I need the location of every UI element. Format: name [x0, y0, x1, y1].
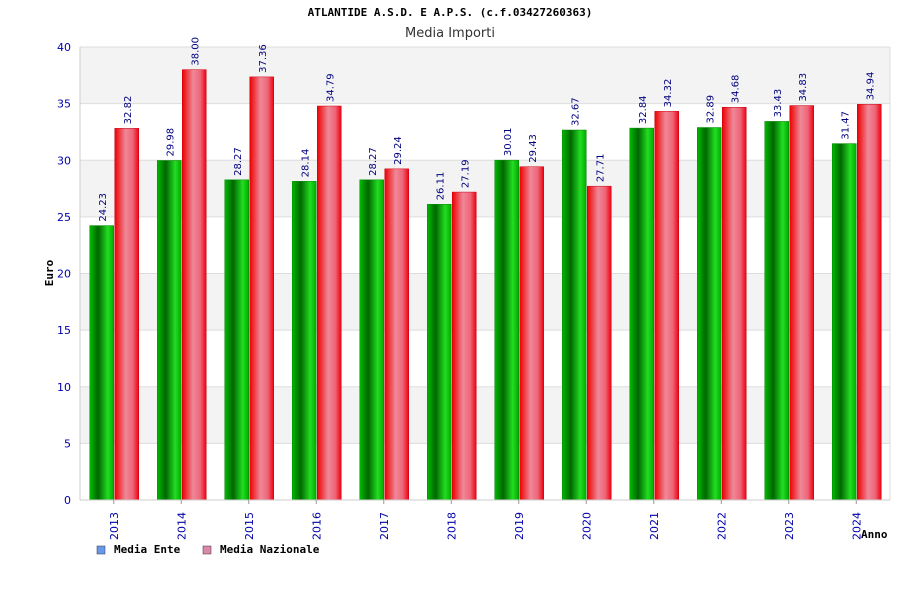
y-axis-label: Euro: [43, 259, 56, 286]
bar-media-ente: [427, 204, 452, 501]
grid-band: [80, 386, 890, 444]
legend-label-media-ente: Media Ente: [114, 543, 181, 556]
data-label: 28.27: [233, 147, 244, 176]
data-label: 29.24: [393, 136, 404, 165]
chart-title: ATLANTIDE A.S.D. E A.P.S. (c.f.034272603…: [308, 6, 593, 19]
data-label: 28.27: [368, 147, 379, 176]
bar-media-ente: [157, 160, 182, 501]
chart-subtitle: Media Importi: [405, 26, 495, 41]
bar-media-ente: [629, 127, 654, 501]
data-label: 34.68: [730, 75, 741, 104]
grid-band: [80, 160, 890, 217]
bar-media-ente: [359, 179, 384, 501]
bar-media-nazionale: [384, 168, 409, 501]
bar-media-nazionale: [857, 104, 882, 501]
data-label: 32.84: [638, 95, 649, 124]
data-label: 32.89: [705, 95, 716, 124]
data-label: 29.43: [528, 134, 539, 163]
bar-media-ente: [292, 181, 317, 501]
bar-media-ente: [89, 225, 114, 501]
data-label: 37.36: [258, 44, 269, 73]
bar-media-nazionale: [114, 128, 139, 501]
bar-media-ente: [562, 129, 587, 501]
data-label: 38.00: [190, 37, 201, 66]
data-label: 28.14: [300, 149, 311, 178]
grid-band: [80, 330, 890, 387]
data-label: 34.79: [325, 73, 336, 102]
legend-swatch-media-ente: [96, 545, 106, 555]
data-label: 27.19: [460, 159, 471, 188]
bar-media-ente: [224, 179, 249, 501]
grid-band: [80, 216, 890, 274]
y-tick-label: 40: [57, 41, 71, 54]
bar-media-nazionale: [789, 105, 814, 501]
data-label: 33.43: [773, 89, 784, 118]
data-label: 31.47: [840, 111, 851, 140]
legend-swatch-media-nazionale: [202, 545, 212, 555]
grid-band: [80, 47, 890, 104]
data-label: 34.94: [865, 72, 876, 101]
y-tick-label: 35: [57, 98, 71, 111]
bar-media-nazionale: [317, 105, 342, 501]
bar-media-nazionale: [249, 76, 274, 501]
grid-band: [80, 443, 890, 500]
x-tick-label: 2022: [715, 512, 728, 540]
x-tick-label: 2013: [108, 512, 121, 540]
data-label: 34.83: [798, 73, 809, 102]
legend: Media Ente Media Nazionale: [96, 543, 320, 556]
x-tick-label: 2024: [850, 512, 863, 540]
x-tick-label: 2018: [445, 512, 458, 540]
bar-media-ente: [494, 159, 519, 501]
y-tick-label: 30: [57, 154, 71, 167]
bar-media-nazionale: [722, 106, 747, 501]
bar-media-nazionale: [519, 166, 544, 501]
value-labels: 24.23 32.82 29.98 38.00 28.27 37.36 28.14 34.79…: [98, 37, 877, 222]
x-tick-label: 2015: [243, 512, 256, 540]
legend-label-media-nazionale: Media Nazionale: [220, 543, 320, 556]
x-tick-label: 2019: [513, 512, 526, 540]
x-tick-label: 2014: [175, 512, 188, 540]
data-label: 26.11: [435, 172, 446, 201]
data-label: 24.23: [98, 193, 109, 222]
bar-media-nazionale: [182, 69, 207, 501]
bar-media-nazionale: [452, 191, 477, 501]
x-tick-label: 2017: [378, 512, 391, 540]
x-tick-label: 2023: [783, 512, 796, 540]
bar-media-ente: [697, 127, 722, 501]
axes: 0 5 10 15 20 25 30 35 40 2013 2014 2015 2016 2017 2018…: [57, 41, 891, 540]
bars: [89, 69, 882, 501]
x-tick-label: 2021: [648, 512, 661, 540]
grid-band: [80, 103, 890, 161]
x-axis-label: Anno: [861, 528, 888, 541]
data-label: 32.67: [570, 97, 581, 126]
y-tick-label: 20: [57, 268, 71, 281]
bar-media-ente: [832, 143, 857, 501]
x-tick-label: 2020: [580, 512, 593, 540]
y-tick-label: 10: [57, 381, 71, 394]
grid-band: [80, 273, 890, 331]
bar-media-ente: [764, 121, 789, 501]
data-label: 32.82: [123, 96, 134, 125]
data-label: 29.98: [165, 128, 176, 157]
bar-media-nazionale: [654, 111, 679, 501]
y-tick-label: 5: [64, 437, 71, 450]
bar-media-nazionale: [587, 185, 612, 501]
plot-area: [80, 46, 890, 501]
y-tick-label: 25: [57, 211, 71, 224]
x-tick-label: 2016: [310, 512, 323, 540]
y-tick-label: 15: [57, 324, 71, 337]
data-label: 30.01: [503, 127, 514, 156]
data-label: 34.32: [663, 79, 674, 108]
y-tick-label: 0: [64, 494, 71, 507]
data-label: 27.71: [595, 154, 606, 183]
